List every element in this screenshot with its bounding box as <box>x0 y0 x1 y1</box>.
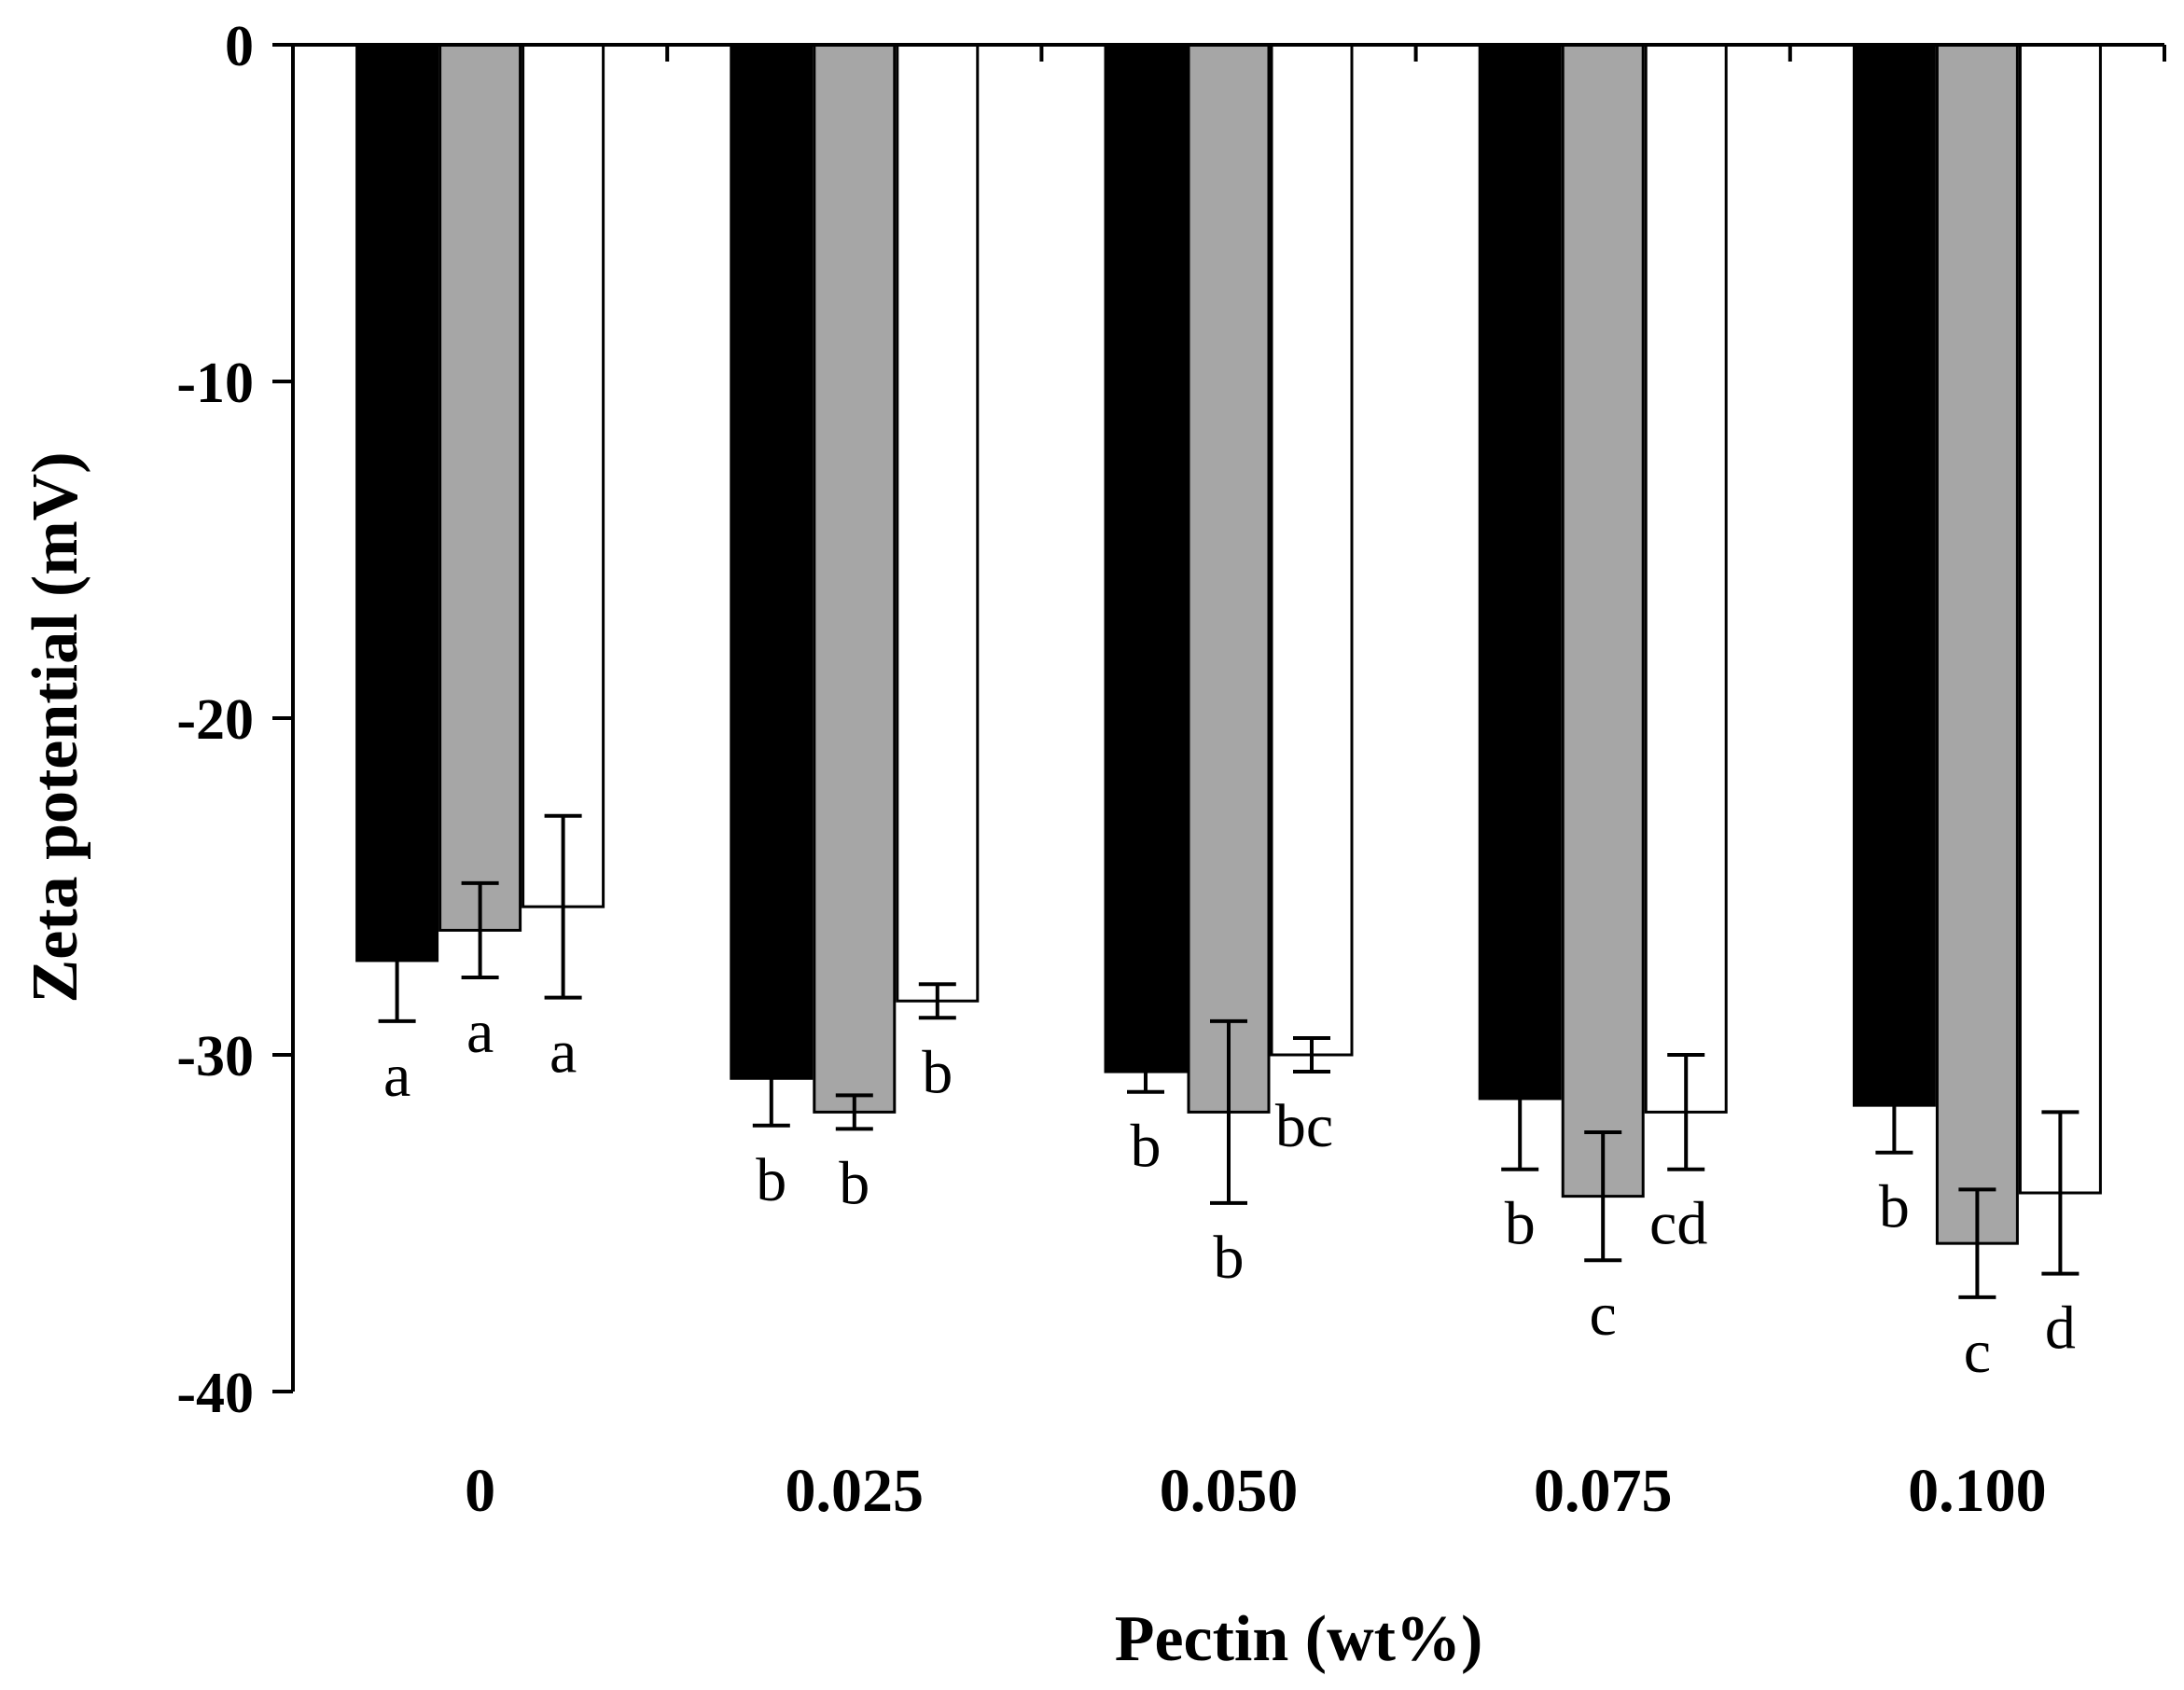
y-tick-label: -30 <box>176 1025 254 1088</box>
x-axis-title: Pectin (wt%) <box>1115 1603 1483 1675</box>
bar <box>1478 43 1562 1101</box>
significance-label: a <box>549 1018 577 1087</box>
bar <box>1852 43 1936 1107</box>
y-tick-label: -40 <box>176 1362 254 1425</box>
significance-label: b <box>1214 1224 1245 1292</box>
y-tick-label: -10 <box>176 352 254 415</box>
significance-label: cd <box>1649 1190 1707 1258</box>
significance-label: b <box>1879 1173 1910 1241</box>
bar <box>1104 43 1188 1074</box>
error-bars-layer <box>378 813 2080 1299</box>
significance-label: bc <box>1275 1092 1333 1160</box>
bar <box>355 43 439 963</box>
significance-label: b <box>839 1149 869 1217</box>
axes-layer <box>272 43 2166 1393</box>
bar <box>438 43 522 932</box>
bar <box>1935 43 2019 1245</box>
significance-label: a <box>466 998 494 1066</box>
significance-label: c <box>1590 1281 1617 1349</box>
bar <box>1270 43 1354 1057</box>
bar <box>813 43 897 1114</box>
y-tick-label: 0 <box>225 15 254 78</box>
bar <box>2018 43 2102 1195</box>
y-axis-title: Zeta potential (mV) <box>20 451 91 1003</box>
bar <box>1644 43 1728 1114</box>
bar <box>896 43 980 1003</box>
y-tick-label: -20 <box>176 688 254 752</box>
significance-label: b <box>922 1038 953 1106</box>
significance-label: d <box>2045 1295 2076 1363</box>
bar <box>522 43 605 908</box>
significance-label: b <box>1131 1113 1162 1181</box>
x-tick-label: 0.025 <box>786 1457 925 1525</box>
x-tick-label: 0.075 <box>1534 1457 1673 1525</box>
significance-label: b <box>756 1146 786 1214</box>
significance-label: c <box>1964 1318 1991 1386</box>
bars-layer <box>355 43 2102 1245</box>
significance-label: b <box>1505 1190 1536 1258</box>
x-tick-label: 0.100 <box>1908 1457 2047 1525</box>
significance-label: a <box>383 1042 410 1110</box>
bar <box>1187 43 1271 1114</box>
bar <box>730 43 814 1080</box>
x-tick-label: 0.050 <box>1160 1457 1299 1525</box>
x-tick-label: 0 <box>465 1457 495 1525</box>
bar <box>1561 43 1645 1198</box>
